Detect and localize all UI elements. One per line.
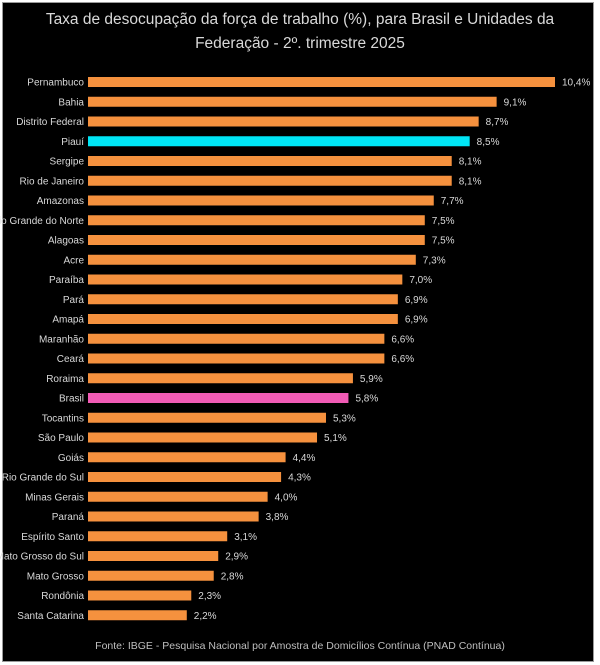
- bar-bahia: [88, 96, 497, 107]
- value-label: 3,1%: [234, 532, 257, 543]
- value-label: 4,0%: [275, 492, 298, 503]
- category-label: Amazonas: [37, 196, 84, 207]
- category-label: Mato Grosso: [27, 571, 85, 582]
- bar-pará: [88, 294, 398, 305]
- value-label: 6,9%: [405, 315, 428, 326]
- category-label: Bahia: [58, 97, 84, 108]
- category-label: Rondônia: [41, 591, 84, 602]
- category-label: Paraná: [52, 512, 85, 523]
- category-label: Rio Grande do Sul: [2, 473, 84, 484]
- value-label: 6,6%: [391, 334, 414, 345]
- value-label: 5,3%: [333, 413, 356, 424]
- value-label: 7,5%: [432, 216, 455, 227]
- bar-brasil: [88, 393, 349, 403]
- value-label: 2,8%: [221, 571, 244, 582]
- bar-pernambuco: [88, 77, 555, 87]
- category-label: Rio de Janeiro: [20, 176, 85, 187]
- value-label: 8,1%: [459, 176, 482, 187]
- value-label: 7,0%: [409, 275, 432, 286]
- bar-goiás: [88, 452, 286, 463]
- category-label: Tocantins: [42, 413, 84, 424]
- value-label: 7,3%: [423, 255, 446, 266]
- value-label: 8,1%: [459, 157, 482, 168]
- category-label: Goiás: [58, 453, 84, 464]
- bar-amazonas: [88, 195, 434, 206]
- chart-title-line-1: Taxa de desocupação da força de trabalho…: [45, 11, 555, 28]
- value-label: 4,4%: [293, 453, 316, 464]
- value-label: 6,6%: [391, 354, 414, 365]
- bar-acre: [88, 254, 416, 265]
- value-label: 7,7%: [441, 196, 464, 207]
- category-label: Santa Catarina: [17, 611, 84, 622]
- bar-paraná: [88, 511, 259, 522]
- bar-ceará: [88, 353, 385, 364]
- value-label: 2,9%: [225, 552, 248, 563]
- value-label: 5,9%: [360, 374, 383, 385]
- bar-rio-grande-do-norte: [88, 215, 425, 226]
- value-label: 8,7%: [486, 117, 509, 128]
- category-label: São Paulo: [38, 433, 85, 444]
- bar-sergipe: [88, 156, 452, 166]
- category-label: Roraima: [46, 374, 84, 385]
- value-label: 6,9%: [405, 295, 428, 306]
- category-label: Rio Grande do Norte: [0, 216, 84, 227]
- bar-alagoas: [88, 235, 425, 245]
- value-label: 7,5%: [432, 236, 455, 247]
- category-label: Piauí: [61, 137, 84, 148]
- category-label: Minas Gerais: [25, 492, 84, 503]
- bar-minas-gerais: [88, 491, 268, 502]
- bar-são-paulo: [88, 432, 318, 443]
- category-label: Sergipe: [50, 157, 85, 168]
- value-label: 3,8%: [266, 512, 289, 523]
- bar-tocantins: [88, 412, 326, 423]
- category-label: Maranhão: [39, 334, 84, 345]
- category-label: Brasil: [59, 394, 84, 405]
- category-label: Mato Grosso do Sul: [0, 552, 84, 563]
- chart-source: Fonte: IBGE - Pesquisa Nacional por Amos…: [95, 640, 505, 652]
- value-label: 10,4%: [562, 78, 590, 89]
- value-label: 2,2%: [194, 611, 217, 622]
- bar-distrito-federal: [88, 116, 479, 127]
- bar-mato-grosso: [88, 570, 214, 581]
- chart-title: Taxa de desocupação da força de trabalho…: [0, 8, 600, 56]
- bar-rondônia: [88, 590, 192, 601]
- value-label: 9,1%: [504, 97, 527, 108]
- value-label: 5,1%: [324, 433, 347, 444]
- category-label: Acre: [63, 255, 84, 266]
- bar-rio-de-janeiro: [88, 175, 452, 186]
- bar-maranhão: [88, 333, 385, 344]
- category-label: Paraíba: [49, 275, 84, 286]
- chart-title-line-2: Federação - 2º. trimestre 2025: [195, 35, 405, 52]
- bar-rio-grande-do-sul: [88, 472, 282, 482]
- bar-espírito-santo: [88, 531, 228, 542]
- category-label: Espírito Santo: [21, 532, 84, 543]
- value-label: 2,3%: [198, 591, 221, 602]
- category-label: Alagoas: [48, 236, 84, 247]
- bar-piauí: [88, 136, 470, 147]
- bar-mato-grosso-do-sul: [88, 551, 219, 561]
- value-label: 4,3%: [288, 473, 311, 484]
- bar-amapá: [88, 314, 398, 324]
- category-label: Amapá: [52, 315, 84, 326]
- category-label: Pernambuco: [27, 78, 84, 89]
- bar-roraima: [88, 373, 353, 384]
- category-label: Pará: [63, 295, 85, 306]
- bar-santa-catarina: [88, 610, 187, 621]
- value-label: 5,8%: [355, 394, 378, 405]
- category-label: Ceará: [57, 354, 85, 365]
- bar-paraíba: [88, 274, 403, 285]
- category-label: Distrito Federal: [16, 117, 84, 128]
- value-label: 8,5%: [477, 137, 500, 148]
